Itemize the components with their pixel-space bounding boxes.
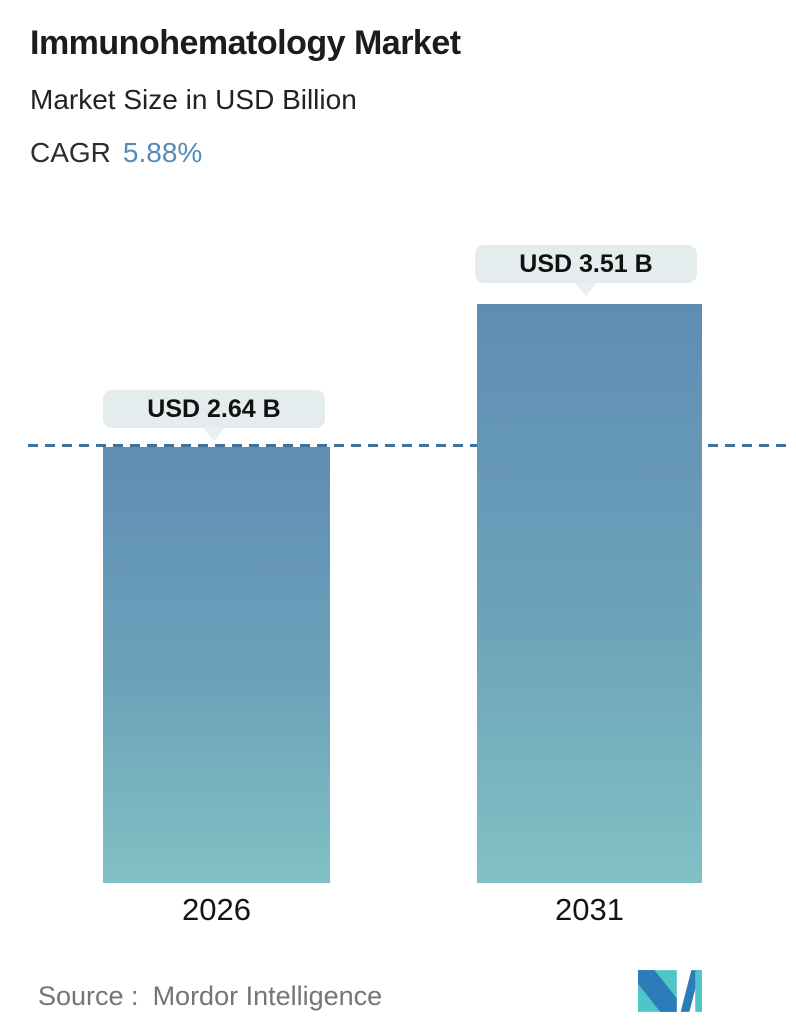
page-title: Immunohematology Market — [30, 24, 461, 62]
source-value: Mordor Intelligence — [152, 981, 383, 1011]
source-text: Source : Mordor Intelligence — [38, 981, 382, 1012]
cagr-row: CAGR 5.88% — [30, 137, 202, 169]
callout-pointer-icon — [575, 283, 597, 296]
x-axis-label-2031: 2031 — [555, 892, 624, 927]
value-label-2026: USD 2.64 B — [103, 390, 325, 441]
value-label-2031: USD 3.51 B — [475, 245, 697, 296]
chart-subtitle: Market Size in USD Billion — [30, 84, 357, 115]
cagr-value: 5.88% — [122, 137, 203, 168]
cagr-label: CAGR — [30, 137, 111, 168]
bar-2031 — [477, 304, 702, 883]
mordor-intelligence-logo-icon — [638, 970, 702, 1012]
reference-dashed-line — [28, 444, 788, 447]
source-label: Source : — [38, 981, 139, 1011]
value-label-2031-text: USD 3.51 B — [519, 249, 653, 278]
bar-2026 — [103, 447, 330, 883]
value-label-2026-text: USD 2.64 B — [147, 394, 281, 423]
x-axis-label-2026: 2026 — [182, 892, 251, 927]
callout-pointer-icon — [203, 428, 225, 441]
